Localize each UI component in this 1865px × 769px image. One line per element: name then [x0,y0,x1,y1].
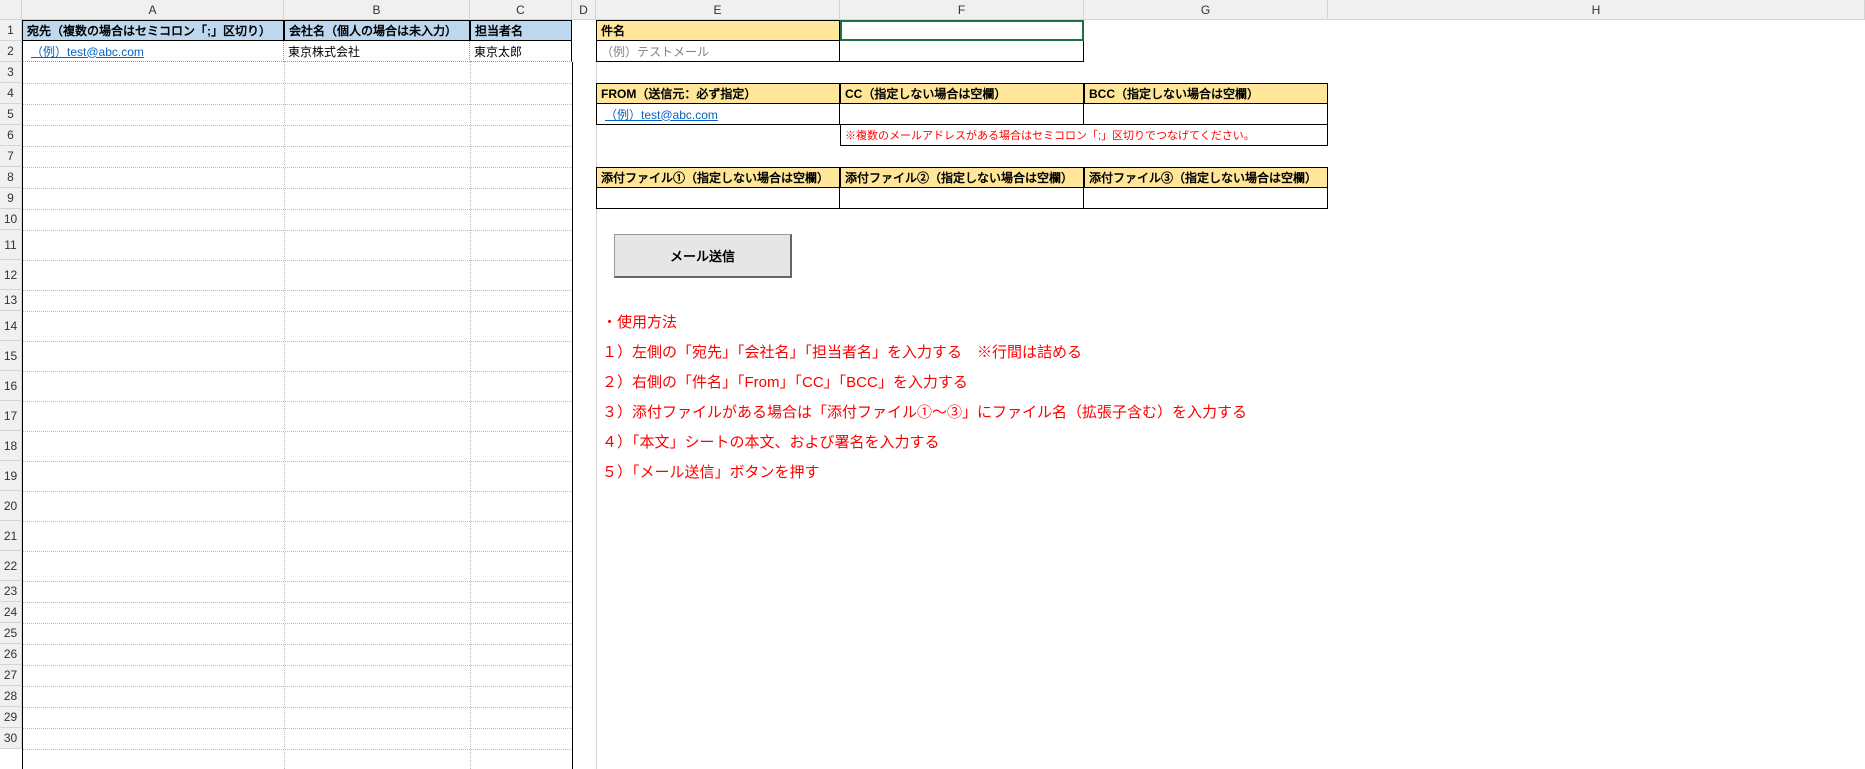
col-header-B[interactable]: B [284,0,470,19]
cell-company-example[interactable]: 東京株式会社 [284,41,470,62]
row-header-13[interactable]: 13 [0,290,22,311]
header-contact: 担当者名 [470,20,572,41]
row-header-9[interactable]: 9 [0,188,22,209]
row-header-22[interactable]: 22 [0,551,22,581]
cell-from-example[interactable]: （例）test@abc.com [596,104,840,125]
row-header-20[interactable]: 20 [0,491,22,521]
row-header-8[interactable]: 8 [0,167,22,188]
row-header-15[interactable]: 15 [0,341,22,371]
row-header-3[interactable]: 3 [0,62,22,83]
row-header-26[interactable]: 26 [0,644,22,665]
header-attachment-1: 添付ファイル①（指定しない場合は空欄） [596,167,840,188]
header-cc: CC（指定しない場合は空欄） [840,83,1084,104]
row-header-10[interactable]: 10 [0,209,22,230]
column-header-row: A B C D E F G H [0,0,1865,20]
row-header-28[interactable]: 28 [0,686,22,707]
row-header-12[interactable]: 12 [0,260,22,290]
row-header-24[interactable]: 24 [0,602,22,623]
row-header-30[interactable]: 30 [0,728,22,749]
col-header-F[interactable]: F [840,0,1084,19]
select-all-corner[interactable] [0,0,22,19]
row-header-14[interactable]: 14 [0,311,22,341]
row-header-21[interactable]: 21 [0,521,22,551]
col-header-E[interactable]: E [596,0,840,19]
header-bcc: BCC（指定しない場合は空欄） [1084,83,1328,104]
row-header-16[interactable]: 16 [0,371,22,401]
row-header-25[interactable]: 25 [0,623,22,644]
col-header-H[interactable]: H [1328,0,1865,19]
instructions-title: ・使用方法 [602,308,677,338]
cell-cc-input[interactable] [840,104,1084,125]
header-attachment-2: 添付ファイル②（指定しない場合は空欄） [840,167,1084,188]
row-header-11[interactable]: 11 [0,230,22,260]
row-header-19[interactable]: 19 [0,461,22,491]
header-attachment-3: 添付ファイル③（指定しない場合は空欄） [1084,167,1328,188]
row-header-column: 1234567891011121314151617181920212223242… [0,20,22,749]
note-multiple-addresses: ※複数のメールアドレスがある場合はセミコロン「;」区切りでつなげてください。 [840,125,1328,146]
col-header-A[interactable]: A [22,0,284,19]
instructions-step1: １）左側の「宛先」「会社名」「担当者名」を入力する ※行間は詰める [602,338,1082,368]
row-header-27[interactable]: 27 [0,665,22,686]
col-header-D[interactable]: D [572,0,596,19]
header-company: 会社名（個人の場合は未入力） [284,20,470,41]
header-from: FROM（送信元：必ず指定） [596,83,840,104]
row-header-4[interactable]: 4 [0,83,22,104]
row-header-1[interactable]: 1 [0,20,22,41]
instructions-step5: ５）「メール送信」ボタンを押す [602,458,820,488]
cell-attachment-2[interactable] [840,188,1084,209]
selected-cell-F1[interactable] [840,20,1084,41]
header-recipient: 宛先（複数の場合はセミコロン「;」区切り） [22,20,284,41]
cell-contact-example[interactable]: 東京太郎 [470,41,572,62]
instructions-step3: ３）添付ファイルがある場合は「添付ファイル①～③」にファイル名（拡張子含む）を入… [602,398,1247,428]
cell-F2[interactable] [840,41,1084,62]
instructions-step2: ２）右側の「件名」「From」「CC」「BCC」を入力する [602,368,968,398]
col-header-G[interactable]: G [1084,0,1328,19]
row-header-18[interactable]: 18 [0,431,22,461]
spreadsheet: A B C D E F G H 123456789101112131415161… [0,0,1865,769]
send-mail-button[interactable]: メール送信 [614,234,792,278]
row-header-29[interactable]: 29 [0,707,22,728]
cell-attachment-3[interactable] [1084,188,1328,209]
row-header-7[interactable]: 7 [0,146,22,167]
header-subject: 件名 [596,20,840,41]
cell-bcc-input[interactable] [1084,104,1328,125]
row-header-5[interactable]: 5 [0,104,22,125]
cell-recipient-example[interactable]: （例）test@abc.com [22,41,284,62]
row-header-23[interactable]: 23 [0,581,22,602]
instructions-step4: ４）「本文」シートの本文、および署名を入力する [602,428,940,458]
cell-attachment-1[interactable] [596,188,840,209]
row-header-2[interactable]: 2 [0,41,22,62]
row-header-6[interactable]: 6 [0,125,22,146]
row-header-17[interactable]: 17 [0,401,22,431]
col-header-C[interactable]: C [470,0,572,19]
cell-subject-example[interactable]: （例）テストメール [596,41,840,62]
